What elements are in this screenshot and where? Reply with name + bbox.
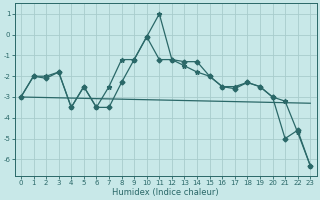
X-axis label: Humidex (Indice chaleur): Humidex (Indice chaleur)	[112, 188, 219, 197]
